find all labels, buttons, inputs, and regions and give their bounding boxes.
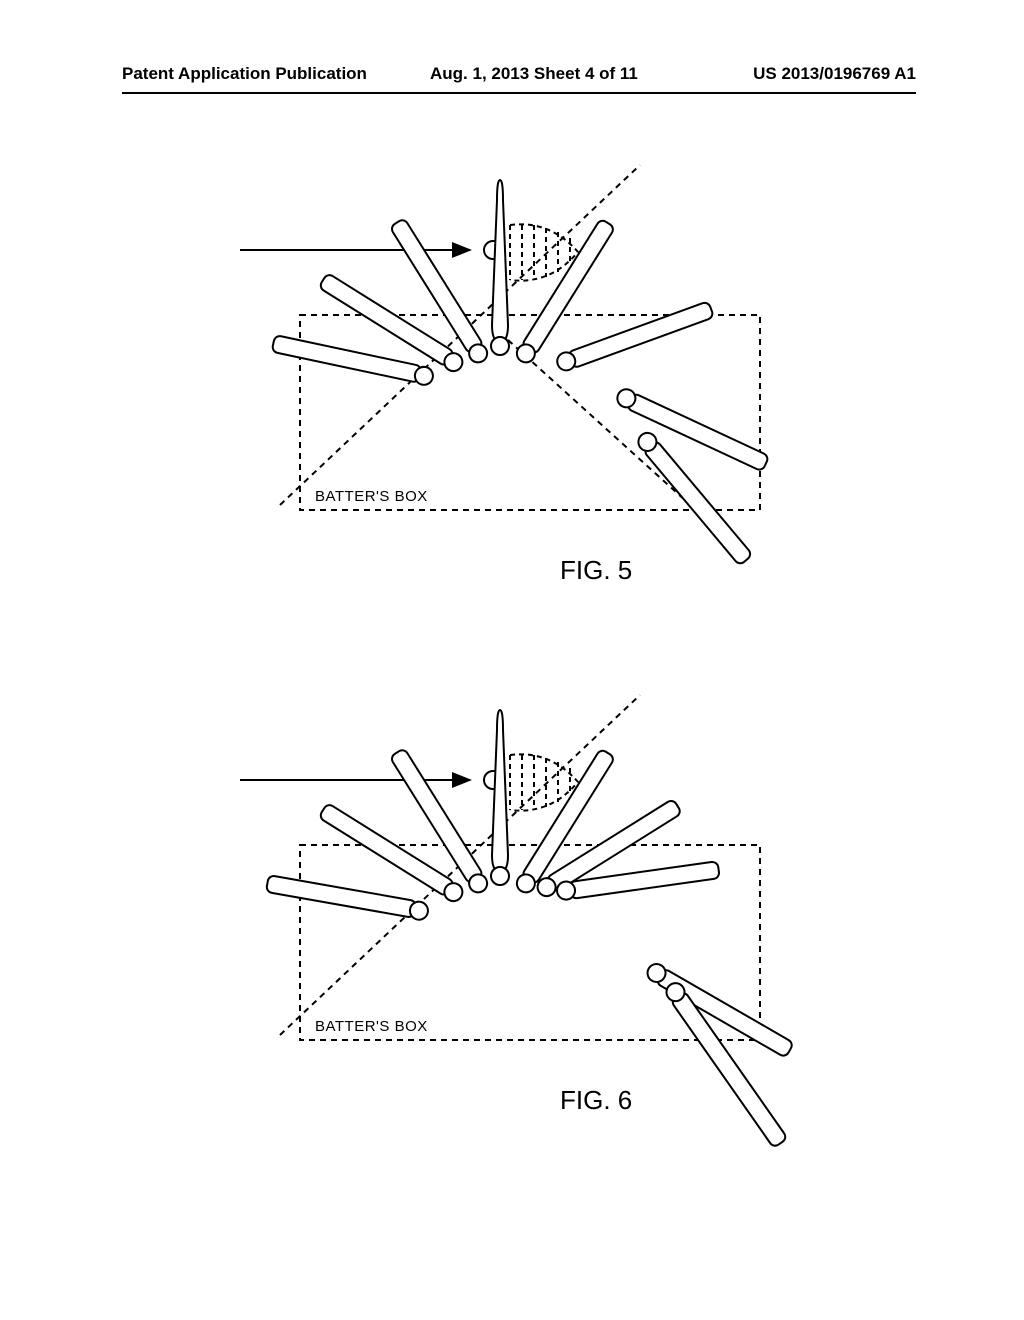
page: Patent Application Publication Aug. 1, 2… <box>0 0 1024 1320</box>
figure-6-label: FIG. 6 <box>560 1085 632 1116</box>
figure-5: BATTER'S BOX <box>200 150 820 570</box>
batters-box-label-5: BATTER'S BOX <box>315 488 428 505</box>
figure-5-label: FIG. 5 <box>560 555 632 586</box>
figure-6-svg <box>200 680 860 1160</box>
header-rule <box>122 92 916 94</box>
header-center-text: Aug. 1, 2013 Sheet 4 of 11 <box>430 64 638 84</box>
header-left-text: Patent Application Publication <box>122 64 367 84</box>
header: Patent Application Publication Aug. 1, 2… <box>0 64 1024 94</box>
figure-5-svg <box>200 150 820 570</box>
header-right-text: US 2013/0196769 A1 <box>753 64 916 84</box>
figure-6: BATTER'S BOX <box>200 680 860 1160</box>
batters-box-label-6: BATTER'S BOX <box>315 1018 428 1035</box>
